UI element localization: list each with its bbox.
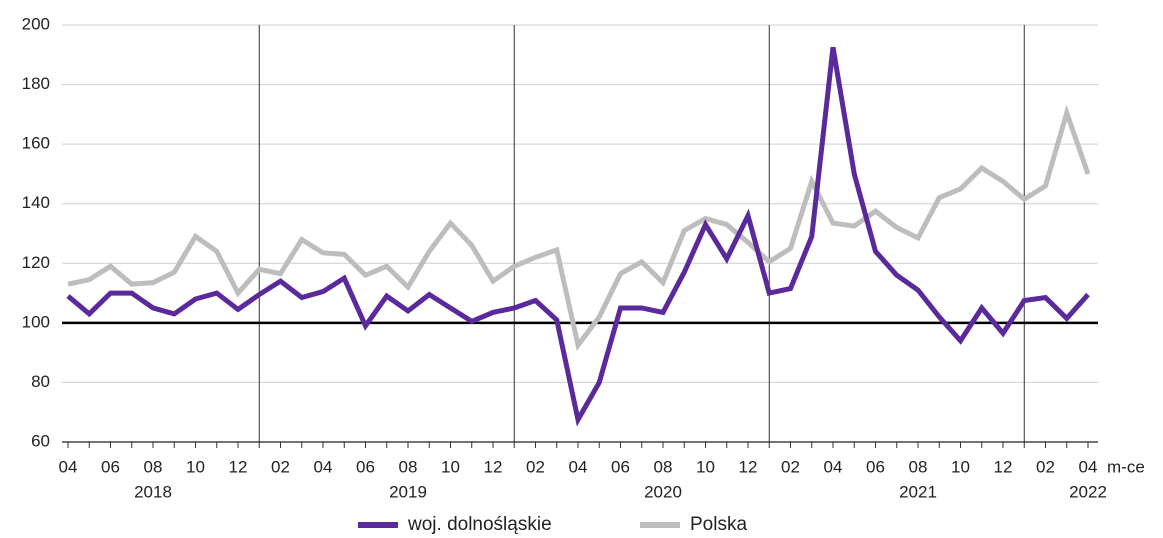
line-series — [66, 46, 1090, 427]
x-tick-label: 02 — [271, 457, 290, 476]
year-label: 2019 — [389, 482, 427, 501]
x-tick-label: 04 — [569, 457, 588, 476]
grid — [62, 24, 1098, 448]
plot — [66, 46, 1091, 427]
x-tick-label: 12 — [739, 457, 758, 476]
y-tick-label: 100 — [22, 312, 50, 331]
y-tick-label: 200 — [22, 14, 50, 33]
y-tick-label: 140 — [22, 193, 50, 212]
x-tick-label: 08 — [654, 457, 673, 476]
x-tick-label: 02 — [781, 457, 800, 476]
x-tick-label: 04 — [1079, 457, 1098, 476]
year-label: 2020 — [644, 482, 682, 501]
x-tick-label: 12 — [994, 457, 1013, 476]
year-label: 2021 — [899, 482, 937, 501]
x-tick-label: 10 — [696, 457, 715, 476]
x-tick-label: 04 — [59, 457, 78, 476]
x-tick-label: 12 — [484, 457, 503, 476]
x-tick-label: 04 — [314, 457, 333, 476]
x-tick-label: 12 — [229, 457, 248, 476]
x-tick-label: 02 — [1036, 457, 1055, 476]
line-series — [67, 104, 1091, 352]
x-tick-label: 06 — [611, 457, 630, 476]
x-axis-label: m-ce — [1107, 457, 1145, 476]
y-tick-label: 60 — [31, 431, 50, 450]
year-label: 2022 — [1069, 482, 1107, 501]
x-tick-label: 10 — [951, 457, 970, 476]
year-label: 2018 — [134, 482, 172, 501]
x-tick-label: 06 — [866, 457, 885, 476]
x-tick-label: 04 — [824, 457, 843, 476]
x-tick-label: 08 — [399, 457, 418, 476]
x-tick-label: 08 — [144, 457, 163, 476]
y-tick-label: 160 — [22, 134, 50, 153]
x-tick-label: 10 — [441, 457, 460, 476]
legend-label: Polska — [690, 514, 747, 535]
x-tick-label: 08 — [909, 457, 928, 476]
x-tick-label: 06 — [356, 457, 375, 476]
x-tick-label: 06 — [101, 457, 120, 476]
x-tick-label: 02 — [526, 457, 545, 476]
legend-label: woj. dolnośląskie — [407, 514, 552, 535]
y-tick-label: 180 — [22, 74, 50, 93]
y-tick-label: 80 — [31, 372, 50, 391]
x-tick-label: 10 — [186, 457, 205, 476]
y-tick-label: 120 — [22, 253, 50, 272]
